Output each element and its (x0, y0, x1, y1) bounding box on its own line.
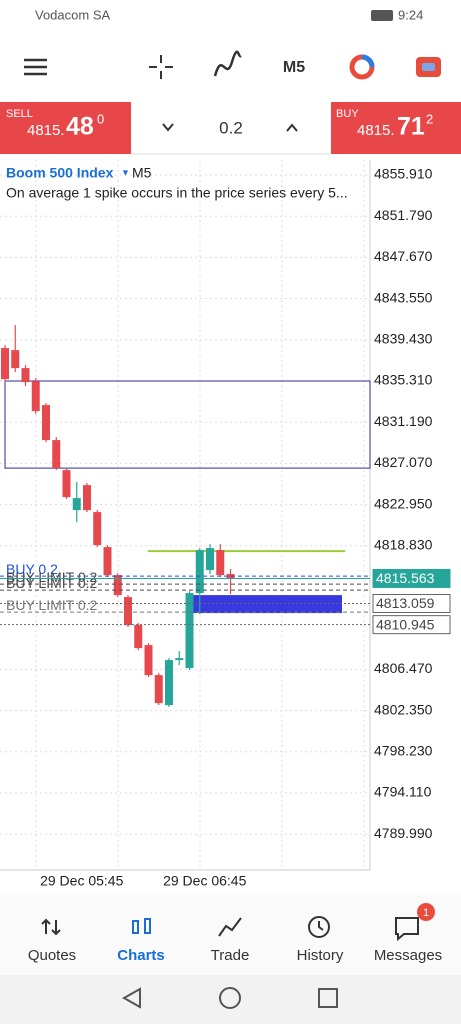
y-tick-label: 4822.950 (374, 495, 433, 511)
system-nav (0, 975, 461, 1024)
badge (417, 903, 435, 921)
nav-item[interactable]: Trade (211, 947, 250, 964)
y-tick-label: 4851.790 (374, 207, 433, 223)
y-tick-label: 4843.550 (374, 289, 433, 305)
y-tick-label: 4847.670 (374, 248, 433, 264)
y-tick-label: 4806.470 (374, 660, 433, 676)
price-box-label: 4813.059 (376, 595, 435, 611)
y-tick-label: 4802.350 (374, 701, 433, 717)
candle-body (1, 348, 9, 380)
candle-body (165, 660, 173, 706)
nav-icons (41, 916, 419, 942)
candle-body (62, 470, 71, 498)
buy-price-sup: 2 (426, 111, 433, 126)
candle-body (83, 485, 91, 511)
buy-price-big: 71 (397, 113, 425, 141)
clock: 9:24 (398, 7, 423, 22)
candle-body (216, 550, 225, 576)
menu-button[interactable] (24, 58, 47, 76)
chart-timeframe: M5 (132, 165, 152, 181)
candle-body (154, 675, 163, 704)
candle-body (206, 548, 214, 571)
sell-button[interactable] (0, 102, 131, 154)
candle-body (185, 593, 194, 669)
candle-body (11, 350, 20, 369)
candle-body (226, 574, 235, 579)
y-tick-label: 4789.990 (374, 825, 433, 841)
sell-price: 4815. (27, 122, 65, 139)
y-tick-label: 4855.910 (374, 166, 433, 182)
trade-icon-part (422, 63, 435, 71)
order-label: BUY LIMIT 0.2 (6, 597, 98, 613)
y-tick-label: 4839.430 (374, 331, 433, 347)
candle-body (72, 498, 81, 511)
home-button[interactable] (219, 987, 241, 1009)
filled-rectangle (188, 595, 342, 614)
candle-body (195, 550, 204, 594)
order-label: BUY 0.2 (6, 561, 58, 577)
y-tick-label: 4798.230 (374, 743, 433, 759)
chart[interactable]: 4855.910 4851.790 4847.670 4843.550 4839.430… (0, 160, 451, 889)
y-tick-label: 4794.110 (374, 784, 432, 800)
crosshair-button[interactable] (149, 55, 173, 79)
candle-body (31, 381, 40, 412)
indicators-button[interactable] (213, 50, 242, 77)
candle-body (113, 575, 122, 596)
carrier: Vodacom SA (35, 7, 110, 22)
buy-button[interactable] (331, 102, 461, 154)
sell-price-big: 48 (66, 113, 94, 141)
candle-body (175, 658, 184, 661)
objects-icon-part (361, 54, 375, 68)
badge-count: 1 (423, 907, 429, 919)
y-tick-label: 4835.310 (374, 372, 433, 388)
bottom-nav (0, 893, 461, 975)
buy-label: BUY (336, 108, 359, 120)
nav-item[interactable]: Charts (117, 947, 165, 964)
y-tick-label: 4818.830 (374, 537, 433, 553)
buy-price: 4815. (357, 122, 395, 139)
volume[interactable]: 0.2 (219, 118, 243, 137)
x-tick-label: 29 Dec 05:45 (40, 873, 123, 889)
price-box-label: 4810.945 (376, 616, 435, 632)
recents-button[interactable] (318, 988, 338, 1008)
price-box (372, 615, 451, 635)
candle-body (42, 405, 50, 441)
timeframe-button[interactable]: M5 (283, 59, 305, 76)
order-label: BUY LIMIT 0.2 (6, 569, 98, 585)
candle-body (21, 368, 30, 383)
candle-body (134, 625, 143, 649)
volume-down[interactable] (162, 123, 174, 132)
nav-item[interactable]: Messages (374, 947, 442, 964)
battery-icon (371, 10, 393, 21)
sell-price-sup: 0 (97, 111, 104, 126)
candle-body (93, 512, 102, 546)
y-tick-label: 4831.190 (374, 413, 433, 429)
chart-title: Boom 500 Index (6, 165, 114, 181)
nav-item[interactable]: History (297, 947, 344, 964)
y-tick-label: 4827.070 (374, 454, 433, 470)
candle-body (52, 440, 61, 469)
sell-label: SELL (6, 108, 33, 120)
price-box-label: 4815.563 (376, 570, 435, 586)
back-button[interactable] (121, 987, 141, 1009)
candle-body (124, 597, 132, 626)
volume-up[interactable] (286, 123, 298, 132)
order-label: BUY LIMIT 0.2 (6, 575, 98, 591)
x-tick-label: 29 Dec 06:45 (163, 873, 246, 889)
candle-body (144, 645, 153, 676)
price-box (372, 568, 451, 588)
price-box (372, 594, 451, 614)
chart-subtitle: On average 1 spike occurs in the price s… (6, 185, 348, 201)
symbol-dropdown[interactable]: ▼ (121, 167, 130, 177)
nav-item[interactable]: Quotes (28, 947, 76, 964)
candle-body (103, 547, 112, 576)
rectangle-object (4, 380, 371, 469)
